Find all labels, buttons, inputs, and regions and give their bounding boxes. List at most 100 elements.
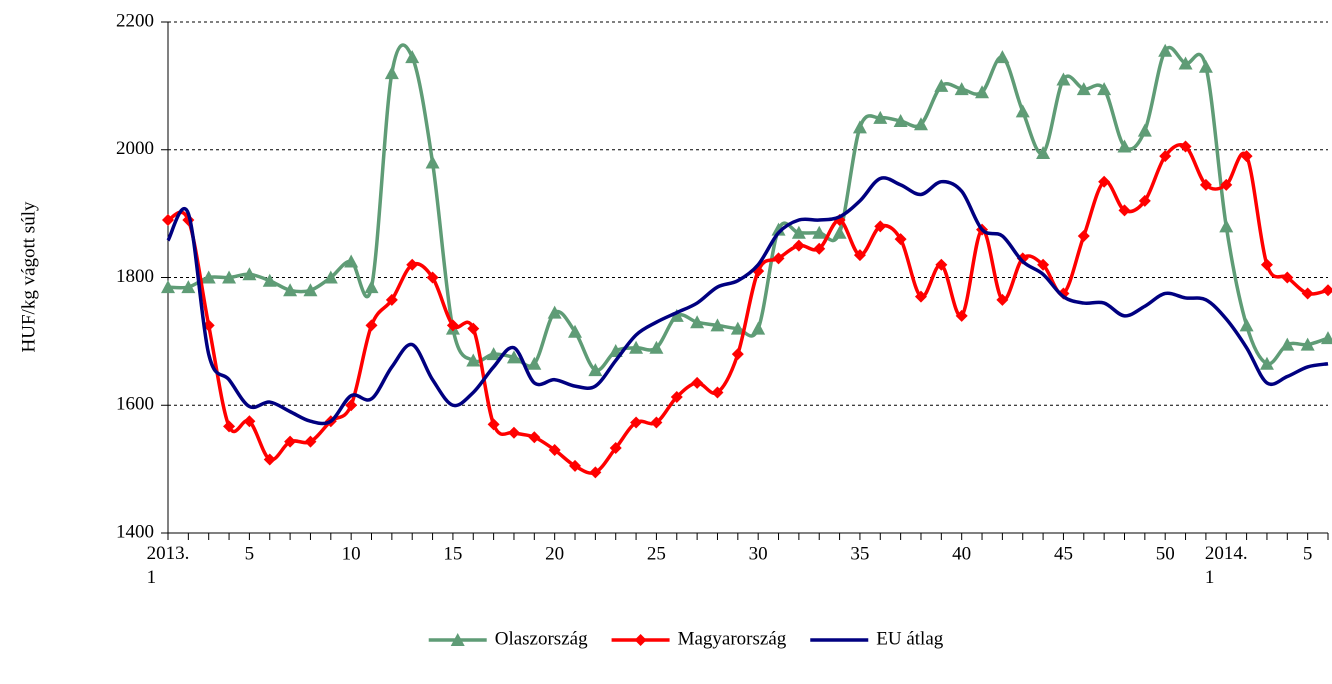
point-marker bbox=[1198, 59, 1213, 73]
point-marker bbox=[162, 214, 174, 227]
point-marker bbox=[486, 347, 501, 361]
point-marker bbox=[996, 293, 1009, 306]
point-marker bbox=[771, 222, 786, 236]
legend-label: Magyarország bbox=[678, 628, 787, 649]
point-marker bbox=[995, 50, 1010, 64]
point-marker bbox=[649, 340, 664, 354]
point-marker bbox=[1301, 287, 1314, 300]
point-marker bbox=[1015, 104, 1030, 118]
point-marker bbox=[283, 283, 298, 297]
point-marker bbox=[406, 258, 419, 271]
point-marker bbox=[506, 350, 521, 364]
point-marker bbox=[954, 82, 969, 96]
point-marker bbox=[569, 459, 582, 472]
point-marker bbox=[303, 283, 318, 297]
x-tick-label-line: 2014. bbox=[1205, 543, 1248, 564]
point-marker bbox=[1138, 194, 1151, 207]
point-marker bbox=[426, 271, 439, 284]
x-tick-label-line: 1 bbox=[147, 567, 157, 588]
point-marker bbox=[1179, 140, 1192, 153]
point-marker bbox=[385, 293, 398, 306]
point-marker bbox=[913, 117, 928, 131]
point-marker bbox=[1118, 204, 1131, 217]
point-marker bbox=[1036, 145, 1051, 159]
point-marker bbox=[547, 305, 562, 319]
legend-marker bbox=[634, 634, 647, 646]
point-marker bbox=[751, 321, 766, 335]
x-tick-label: 35 bbox=[850, 543, 869, 564]
point-marker bbox=[711, 386, 724, 399]
series-line bbox=[167, 43, 1329, 373]
point-marker bbox=[813, 242, 826, 255]
point-marker bbox=[1219, 219, 1234, 233]
point-marker bbox=[425, 155, 440, 169]
point-marker bbox=[710, 318, 725, 332]
point-marker bbox=[466, 353, 481, 367]
point-marker bbox=[975, 85, 990, 99]
x-tick-label-line: 1 bbox=[1205, 567, 1215, 588]
point-marker bbox=[487, 418, 500, 431]
point-marker bbox=[507, 426, 520, 439]
point-marker bbox=[1077, 229, 1090, 242]
x-tick-label: 40 bbox=[952, 543, 971, 564]
point-marker bbox=[161, 280, 175, 294]
point-marker bbox=[730, 321, 745, 335]
point-marker bbox=[650, 416, 663, 429]
point-marker bbox=[1321, 331, 1332, 345]
point-marker bbox=[1300, 337, 1315, 351]
point-marker bbox=[1220, 178, 1233, 191]
point-marker bbox=[1097, 82, 1112, 96]
point-marker bbox=[772, 252, 785, 265]
point-marker bbox=[853, 249, 866, 262]
point-marker bbox=[1159, 150, 1172, 163]
point-marker bbox=[792, 239, 805, 252]
point-marker bbox=[548, 443, 561, 456]
point-marker bbox=[263, 453, 276, 466]
point-marker bbox=[384, 66, 399, 80]
point-marker bbox=[344, 254, 359, 268]
point-marker bbox=[914, 290, 927, 303]
point-marker bbox=[690, 315, 705, 329]
x-tick-label: 15 bbox=[443, 543, 462, 564]
point-marker bbox=[223, 420, 236, 433]
point-marker bbox=[527, 356, 542, 370]
point-marker bbox=[1098, 175, 1111, 188]
y-tick-label: 2000 bbox=[116, 138, 154, 159]
point-marker bbox=[589, 466, 602, 479]
point-marker bbox=[791, 225, 806, 239]
y-axis-label: HUF/kg vágott súly bbox=[18, 201, 39, 352]
point-marker bbox=[934, 78, 949, 92]
y-tick-label: 2200 bbox=[116, 10, 154, 31]
point-marker bbox=[670, 390, 683, 403]
point-marker bbox=[1281, 271, 1294, 284]
point-marker bbox=[181, 280, 196, 294]
point-marker bbox=[1057, 287, 1070, 300]
point-marker bbox=[691, 376, 704, 389]
point-marker bbox=[935, 258, 948, 271]
point-marker bbox=[1322, 284, 1332, 297]
x-tick-label: 5 bbox=[1303, 543, 1313, 564]
point-marker bbox=[284, 435, 297, 448]
point-marker bbox=[467, 322, 480, 335]
point-marker bbox=[955, 309, 968, 322]
point-marker bbox=[873, 110, 888, 124]
point-marker bbox=[812, 225, 827, 239]
point-marker bbox=[446, 319, 459, 332]
point-marker bbox=[1178, 56, 1193, 70]
legend-item: Magyarország bbox=[611, 628, 787, 649]
point-marker bbox=[852, 120, 867, 134]
y-tick-label: 1800 bbox=[116, 266, 154, 287]
point-marker bbox=[323, 270, 338, 284]
x-tick-label: 50 bbox=[1156, 543, 1175, 564]
point-marker bbox=[1259, 356, 1274, 370]
x-tick-label: 10 bbox=[342, 543, 361, 564]
x-tick-label: 5 bbox=[245, 543, 255, 564]
point-marker bbox=[1239, 318, 1254, 332]
point-marker bbox=[893, 114, 908, 128]
point-marker bbox=[1158, 43, 1173, 57]
point-marker bbox=[609, 442, 622, 455]
point-marker bbox=[364, 280, 379, 294]
point-marker bbox=[568, 324, 583, 338]
point-marker bbox=[894, 233, 907, 246]
x-tick-label: 30 bbox=[749, 543, 768, 564]
